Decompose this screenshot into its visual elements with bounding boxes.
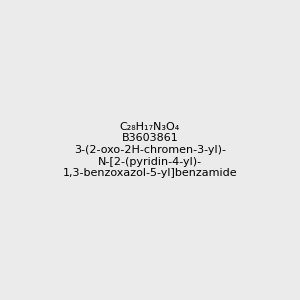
Text: C₂₈H₁₇N₃O₄
B3603861
3-(2-oxo-2H-chromen-3-yl)-
N-[2-(pyridin-4-yl)-
1,3-benzoxaz: C₂₈H₁₇N₃O₄ B3603861 3-(2-oxo-2H-chromen-… [63,122,237,178]
